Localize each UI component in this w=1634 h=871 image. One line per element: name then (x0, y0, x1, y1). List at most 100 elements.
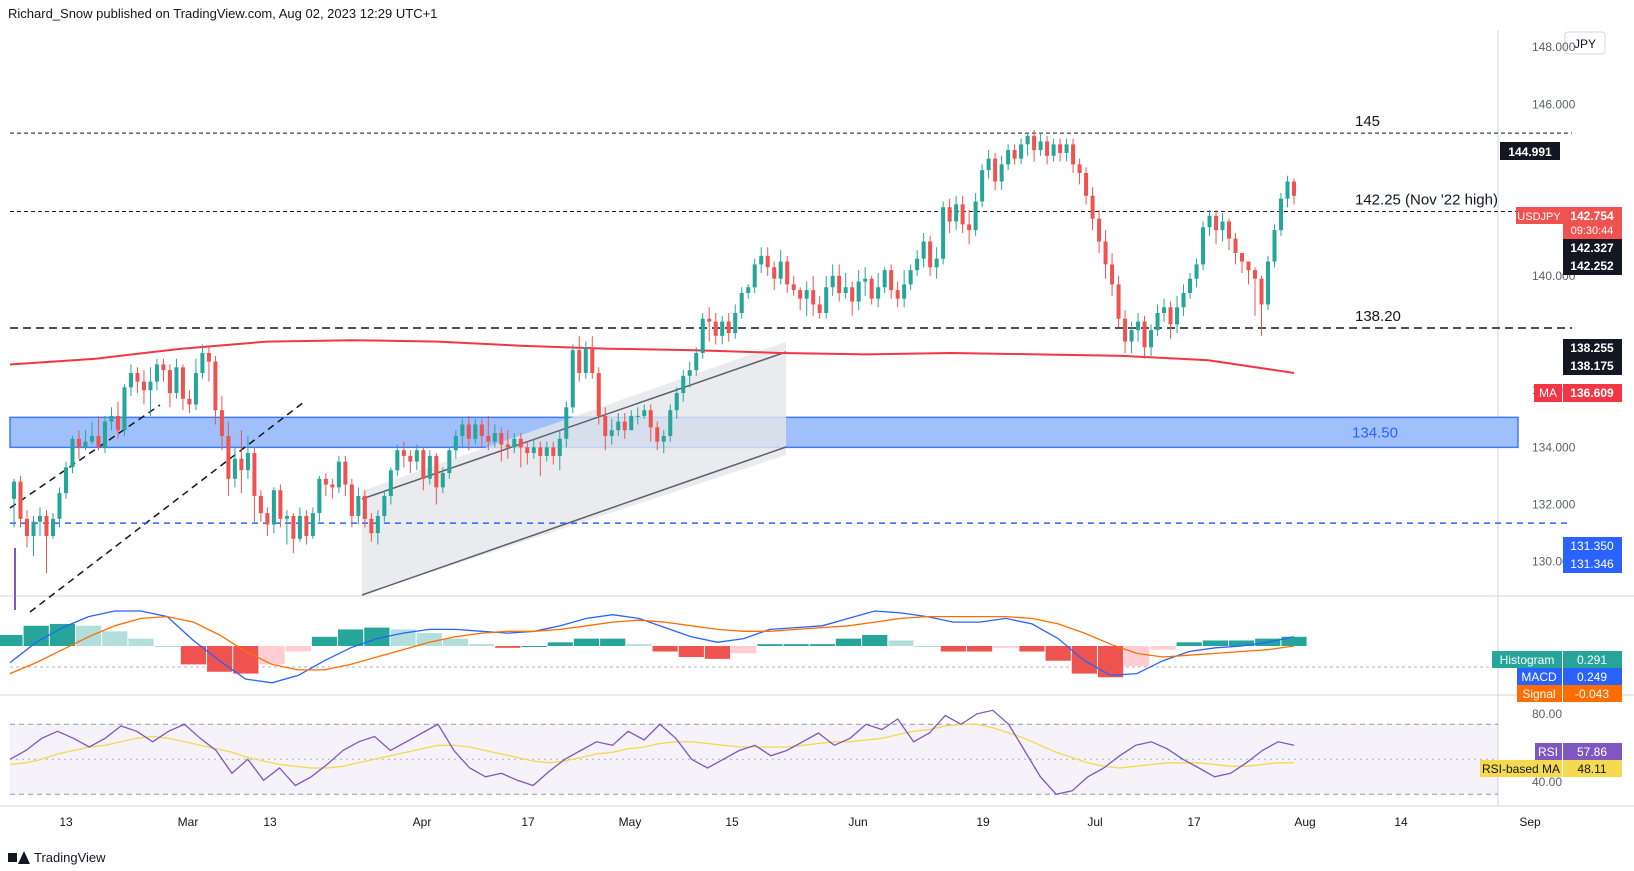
candle-body (473, 424, 478, 439)
candle-body (1246, 261, 1251, 271)
countdown-text: 09:30:44 (1571, 225, 1614, 237)
candle-body (765, 255, 770, 268)
price-tick-5: 132.000 (1532, 498, 1576, 512)
rsi-tick-40: 40.00 (1532, 775, 1562, 789)
price-tick-0: 148.000 (1532, 40, 1576, 54)
candle-body (174, 367, 179, 394)
histogram-bar (626, 644, 652, 646)
hist-value-text: 0.291 (1577, 653, 1607, 667)
price-tick-1: 146.000 (1532, 97, 1576, 111)
candle-body (50, 518, 55, 536)
candle-body (265, 513, 270, 525)
currency-box[interactable] (1564, 31, 1606, 55)
candle-body (258, 495, 263, 514)
signal-tag-text: Signal (1522, 687, 1555, 701)
time-tick-0: 13 (59, 815, 73, 829)
candle-body (590, 347, 595, 374)
time-tick-2: 13 (263, 815, 277, 829)
candle-body (414, 450, 419, 462)
candle-body (804, 290, 809, 299)
histogram-bar (154, 646, 180, 647)
candle-body (167, 370, 172, 394)
candle-body (538, 447, 543, 456)
time-axis[interactable]: 13 Mar 13 Apr 17 May 15 Jun 19 Jul 17 Aug 14 Sep (59, 815, 1541, 829)
histogram-bar (757, 644, 783, 646)
candle-body (798, 290, 803, 299)
channel-lower-line (361, 446, 787, 596)
candle-body (317, 478, 322, 514)
histogram-bar (495, 646, 521, 648)
signal-value-bg (1563, 685, 1622, 702)
candle-body (726, 321, 731, 334)
badge-138255-text: 138.255 (1570, 341, 1614, 355)
candle-body (778, 261, 783, 279)
candle-body (37, 515, 43, 522)
candle-body (1084, 172, 1089, 196)
histogram-bar (521, 646, 547, 647)
usdjpy-tag-text: USDJPY (1517, 211, 1561, 223)
candle-body (460, 424, 465, 436)
candle-body (1194, 264, 1199, 279)
candle-body (1038, 141, 1043, 151)
candle-body (908, 270, 913, 285)
candle-body (1097, 218, 1102, 242)
candle-body (284, 515, 289, 519)
candle-body (252, 453, 257, 496)
candle-body (362, 495, 367, 519)
candle-body (349, 484, 354, 516)
candle-body (934, 258, 939, 268)
badge-131350-text: 131.350 (1570, 539, 1614, 553)
candle-body (213, 361, 218, 411)
histogram-bar (600, 638, 626, 646)
candle-body (1240, 252, 1245, 262)
candle-body (1207, 215, 1212, 228)
histogram-bar (128, 638, 154, 646)
candle-body (1220, 221, 1225, 231)
candle-body (830, 275, 835, 288)
histogram-bar (259, 646, 285, 665)
badge-138175-text: 138.175 (1570, 359, 1614, 373)
rsi-ma-value-text: 48.11 (1577, 762, 1606, 776)
footer-brand: TradingView (34, 850, 106, 865)
histogram-bar (888, 640, 914, 646)
histogram-bar (783, 644, 809, 646)
channel-upper-line (361, 351, 787, 500)
candle-body (629, 415, 634, 431)
candle-body (1019, 144, 1024, 159)
candle-body (941, 207, 946, 259)
histogram-bar (416, 633, 442, 646)
badge-142327-bg (1563, 239, 1622, 257)
histogram-bar (731, 646, 757, 654)
candle-body (531, 447, 536, 454)
histogram-bar (835, 638, 862, 646)
candle-body (980, 170, 985, 202)
candle-body (824, 287, 829, 313)
histogram-bar (469, 644, 495, 646)
candle-body (739, 292, 744, 313)
candle-body (31, 521, 36, 536)
candle-body (518, 438, 523, 448)
candle-body (973, 201, 978, 231)
candle-body (330, 484, 335, 488)
candle-body (1090, 195, 1095, 219)
currency-label: JPY (1574, 37, 1596, 51)
badge-142327-text: 142.327 (1570, 241, 1614, 255)
candle-body (1233, 238, 1238, 253)
candle-body (967, 224, 972, 231)
macd-line (9, 610, 1295, 684)
macd-tag-bg (1517, 668, 1562, 685)
candle-body (843, 287, 848, 293)
candle-body (863, 278, 868, 282)
candle-body (986, 158, 991, 171)
candle-body (1103, 241, 1108, 265)
candle-body (635, 415, 640, 417)
badge-142252-bg (1563, 257, 1622, 275)
candle-body (395, 450, 400, 471)
candle-body (401, 450, 406, 456)
candle-body (499, 433, 504, 445)
histogram-bar (1019, 646, 1045, 652)
hist-tag-bg (1492, 651, 1562, 668)
candle-body (512, 438, 517, 448)
price-axis[interactable]: 148.000146.000140.000136.000134.000132.0… (1532, 40, 1576, 569)
